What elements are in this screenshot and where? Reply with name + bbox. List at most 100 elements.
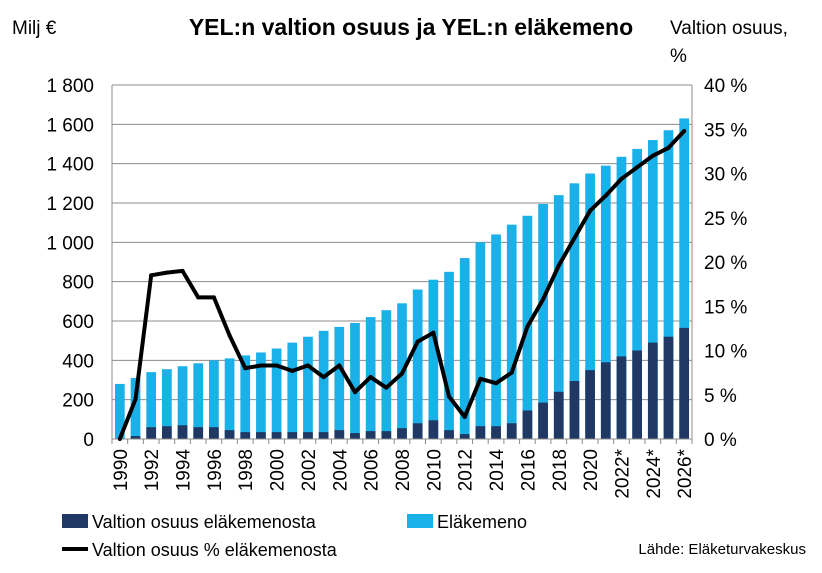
bar-valtion-osuus <box>444 430 454 439</box>
bar-valtion-osuus <box>193 427 204 439</box>
bar-valtion-osuus <box>209 427 219 439</box>
bar-valtion-osuus <box>585 370 595 439</box>
x-tick-label: 2016 <box>518 449 539 491</box>
bar-valtion-osuus <box>381 431 392 439</box>
bar-elakemeno <box>350 322 360 439</box>
bars-elakemeno <box>114 118 690 440</box>
line-point <box>352 390 357 395</box>
line-point <box>337 363 342 368</box>
line-point <box>117 437 122 441</box>
legend-label-elakemeno: Eläkemeno <box>437 512 527 532</box>
x-tick-label: 1990 <box>111 449 132 491</box>
line-point <box>384 385 389 390</box>
bar-valtion-osuus <box>224 430 235 439</box>
bar-elakemeno <box>679 118 690 439</box>
x-tick-label: 2026* <box>675 448 696 498</box>
bar-elakemeno <box>491 234 501 439</box>
bar-elakemeno <box>240 355 251 439</box>
bar-elakemeno <box>146 372 157 439</box>
right-tick-label: 20 % <box>704 253 747 274</box>
bar-valtion-osuus <box>350 433 360 439</box>
bar-valtion-osuus <box>632 350 642 439</box>
bar-elakemeno <box>553 195 564 439</box>
bar-valtion-osuus <box>146 427 157 439</box>
x-tick-label: 2022* <box>612 448 633 498</box>
left-tick-label: 1 200 <box>46 194 94 215</box>
left-tick-label: 800 <box>62 273 94 294</box>
bar-valtion-osuus <box>647 342 658 439</box>
bars-valtion-osuus <box>130 327 690 439</box>
line-point <box>180 268 185 273</box>
bar-elakemeno <box>271 348 282 439</box>
x-tick-label: 2010 <box>424 449 445 491</box>
bar-valtion-osuus <box>256 432 266 439</box>
bar-valtion-osuus <box>616 356 627 439</box>
line-point <box>650 153 655 158</box>
bar-valtion-osuus <box>459 434 470 439</box>
bar-elakemeno <box>303 336 313 439</box>
x-tick-label: 2014 <box>487 449 508 492</box>
line-point <box>666 145 671 150</box>
left-tick-label: 0 <box>83 430 94 451</box>
right-tick-label: 15 % <box>704 297 747 318</box>
left-axis-title: Milj € <box>12 18 57 39</box>
bar-valtion-osuus <box>428 420 439 439</box>
bar-elakemeno <box>114 383 125 439</box>
bar-elakemeno <box>318 330 329 439</box>
bar-elakemeno <box>412 289 423 439</box>
bar-elakemeno <box>506 224 517 439</box>
right-tick-label: 5 % <box>704 386 737 407</box>
x-tick-label: 1994 <box>174 449 195 492</box>
bar-valtion-osuus <box>287 432 298 439</box>
line-point <box>149 273 154 278</box>
bar-elakemeno <box>209 360 219 439</box>
right-axis-title-line1: Valtion osuus, <box>670 18 788 39</box>
bar-elakemeno <box>647 140 658 440</box>
bar-elakemeno <box>287 342 298 439</box>
x-tick-label: 1996 <box>205 449 226 491</box>
right-tick-label: 10 % <box>704 342 747 363</box>
x-tick-label: 2008 <box>393 449 414 491</box>
line-point <box>478 376 483 381</box>
bar-valtion-osuus <box>679 327 690 439</box>
line-point <box>227 333 232 338</box>
x-tick-label: 2024* <box>644 448 665 498</box>
line-point <box>525 324 530 329</box>
bar-elakemeno <box>444 271 454 439</box>
bar-valtion-osuus <box>569 380 580 439</box>
legend-swatch-elakemeno <box>407 514 433 528</box>
x-tick-label: 2000 <box>268 449 289 491</box>
left-tick-label: 1 400 <box>46 155 94 176</box>
x-tick-label: 2006 <box>362 449 383 491</box>
right-axis-ticks: 0 % 5 % 10 % 15 % 20 % 25 % 30 % 35 % 40 % <box>704 76 747 451</box>
x-tick-label: 2002 <box>299 449 320 491</box>
bar-valtion-osuus <box>240 432 251 439</box>
bar-valtion-osuus <box>600 362 611 439</box>
bar-elakemeno <box>663 130 674 439</box>
line-point <box>211 295 216 300</box>
line-point <box>133 397 138 402</box>
line-point <box>588 208 593 213</box>
line-point <box>243 366 248 371</box>
bar-valtion-osuus <box>334 430 345 439</box>
gridlines <box>112 84 692 401</box>
line-point <box>509 370 514 375</box>
bar-elakemeno <box>193 363 204 439</box>
bar-valtion-osuus <box>177 425 188 439</box>
bar-elakemeno <box>585 173 595 439</box>
bar-valtion-osuus <box>506 423 517 439</box>
left-axis-ticks: 0 200 400 600 800 1 000 1 200 1 400 1 600 1 800 <box>46 76 94 451</box>
bar-elakemeno <box>177 366 188 439</box>
legend-swatch-valtion-osuus <box>62 514 88 528</box>
line-point <box>572 236 577 241</box>
bar-valtion-osuus <box>663 336 674 439</box>
line-point <box>400 371 404 376</box>
bar-elakemeno <box>616 156 627 440</box>
line-point <box>321 375 326 380</box>
bar-elakemeno <box>162 369 172 439</box>
bar-valtion-osuus <box>365 431 376 439</box>
legend-label-line: Valtion osuus % eläkemenosta <box>92 540 338 560</box>
x-tick-label: 1992 <box>142 449 163 491</box>
line-point <box>196 295 201 300</box>
